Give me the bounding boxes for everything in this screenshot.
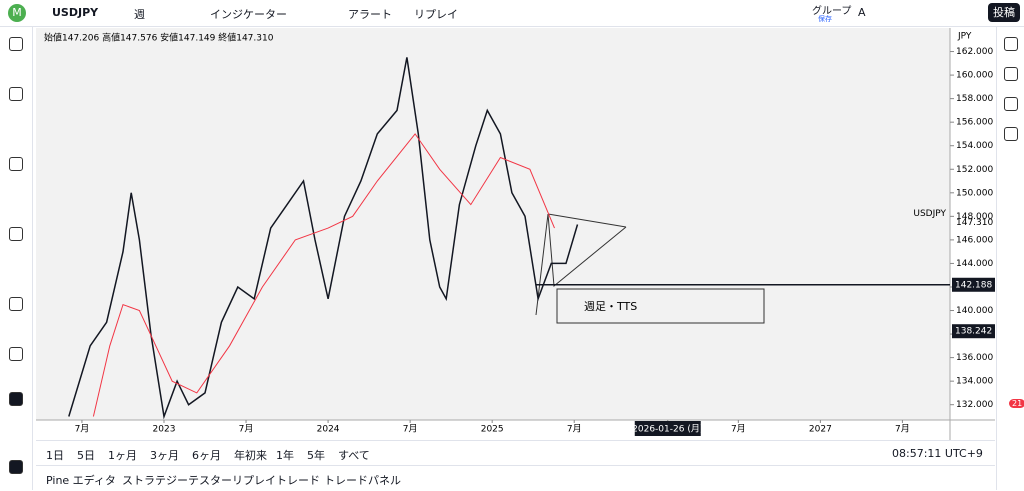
tool[interactable] <box>1004 67 1018 81</box>
price-label-bg <box>952 277 995 292</box>
x-tick-label: 2027 <box>809 425 832 435</box>
replay[interactable]: リプレイ <box>414 8 458 21</box>
tool[interactable] <box>1004 37 1018 51</box>
right-toolbar: 21 <box>996 27 1024 490</box>
range-button[interactable]: 5年 <box>307 449 325 462</box>
x-tick-label: 2026-01-26 (月) <box>632 424 703 435</box>
tool[interactable] <box>9 87 23 101</box>
annotation-box <box>556 288 765 324</box>
group[interactable]: グループ <box>812 6 852 17</box>
currency: JPY <box>957 32 972 42</box>
bottom-bar: 1日 5日 1ヶ月 3ヶ月 6ヶ月 年初来 1年 5年 すべて 08:57:11 UTC+9 <box>36 440 995 465</box>
save[interactable]: 保存 <box>818 15 832 23</box>
cursor-label-bg <box>634 421 701 436</box>
y-tick-label: 132.000 <box>956 400 993 410</box>
x-tick-label: 7月 <box>75 424 90 435</box>
tool[interactable] <box>9 227 23 241</box>
crosshair-label: 138.242 <box>955 327 992 337</box>
chart: 始値147.206 高値147.576 安値147.149 終値147.310 … <box>36 28 995 440</box>
interval[interactable]: 週 <box>134 8 145 21</box>
range-button[interactable]: 3ヶ月 <box>150 449 179 462</box>
x-tick-label: 7月 <box>239 424 254 435</box>
tool[interactable] <box>9 460 23 474</box>
x-tick-label: 7月 <box>731 424 746 435</box>
tool[interactable] <box>1004 127 1018 141</box>
y-tick-label: 150.000 <box>956 188 993 198</box>
tab[interactable]: トレードパネル <box>324 474 401 487</box>
price-line <box>68 57 579 420</box>
range-button[interactable]: すべて <box>338 449 370 462</box>
tool[interactable] <box>9 347 23 361</box>
y-tick-label: 146.000 <box>956 235 993 245</box>
tool[interactable] <box>9 157 23 171</box>
indicators[interactable]: インジケーター <box>210 8 287 21</box>
y-tick-label: 136.000 <box>956 353 993 363</box>
ohlc: 始値147.206 高値147.576 安値147.149 終値147.310 <box>44 32 274 44</box>
tool[interactable] <box>9 392 23 406</box>
layout[interactable]: A <box>858 6 866 19</box>
plot-bg <box>36 28 950 420</box>
price-line <box>92 133 555 417</box>
x-tick-label: 7月 <box>403 424 418 435</box>
symbol-label: USDJPY <box>913 209 946 219</box>
alert[interactable]: アラート <box>348 8 392 21</box>
tab[interactable]: リプレイトレード <box>232 474 320 487</box>
y-tick-label: 156.000 <box>956 118 993 128</box>
tab-bar: Pine エディタ ストラテジーテスター リプレイトレード トレードパネル <box>36 465 995 491</box>
range-button[interactable]: 1年 <box>276 449 294 462</box>
crosshair-label-bg <box>952 324 995 339</box>
avatar[interactable]: M <box>8 4 26 22</box>
top-toolbar: M USDJPY 週 インジケーター アラート リプレイ グループ 保存 A 投… <box>0 0 1024 27</box>
symbol[interactable]: USDJPY <box>52 6 99 19</box>
range-button[interactable]: 5日 <box>77 449 95 462</box>
y-tick-label: 152.000 <box>956 165 993 175</box>
y-tick-label: 160.000 <box>956 71 993 81</box>
y-tick-label: 158.000 <box>956 94 993 104</box>
x-tick-label: 7月 <box>567 424 582 435</box>
y-tick-label: 162.000 <box>956 47 993 57</box>
x-tick-label: 2024 <box>317 425 340 435</box>
tool[interactable] <box>9 37 23 51</box>
y-tick-label: 148.000 <box>956 212 993 222</box>
y-tick-label: 144.000 <box>956 259 993 269</box>
clock: 08:57:11 UTC+9 <box>892 447 983 460</box>
y-tick-label: 134.000 <box>956 377 993 387</box>
range-button[interactable]: 年初来 <box>234 449 267 462</box>
last-price: 147.310 <box>956 218 993 228</box>
tab[interactable]: Pine エディタ <box>46 474 116 487</box>
y-tick-label: 140.000 <box>956 306 993 316</box>
range-button[interactable]: 1日 <box>46 449 64 462</box>
price-label: 142.188 <box>955 280 992 290</box>
x-tick-label: 2023 <box>153 425 176 435</box>
tool[interactable] <box>1004 97 1018 111</box>
y-tick-label: 154.000 <box>956 141 993 151</box>
tool[interactable] <box>9 297 23 311</box>
range-button[interactable]: 6ヶ月 <box>192 449 221 462</box>
x-tick-label: 2025 <box>481 425 504 435</box>
x-tick-label: 7月 <box>895 424 910 435</box>
annotation: 週足・TTS <box>584 300 637 313</box>
range-button[interactable]: 1ヶ月 <box>108 449 137 462</box>
badge: 21 <box>1009 399 1024 408</box>
tab[interactable]: ストラテジーテスター <box>122 474 232 487</box>
post-button[interactable]: 投稿 <box>988 3 1020 22</box>
drawing-toolbar <box>0 27 33 490</box>
